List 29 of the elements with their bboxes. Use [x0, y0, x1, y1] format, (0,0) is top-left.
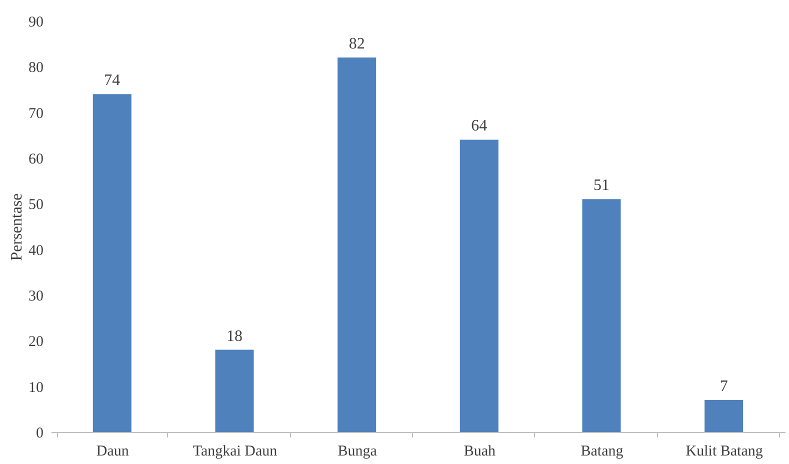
y-tick-label: 0: [36, 426, 44, 442]
y-tick-label: 20: [28, 334, 44, 350]
x-tick-label: Daun: [96, 444, 130, 460]
y-tick-label: 40: [28, 242, 44, 259]
data-label: 7: [720, 378, 728, 396]
data-label: 18: [226, 328, 242, 345]
bar: [704, 400, 744, 432]
x-tick-label: Tangkai Daun: [192, 444, 278, 460]
y-tick-label: 70: [28, 106, 44, 122]
y-tick-label: 30: [28, 288, 44, 304]
data-label: 64: [471, 118, 488, 135]
bar: [215, 350, 254, 432]
bar: [338, 58, 376, 432]
bar: [582, 199, 621, 432]
data-label: 51: [594, 177, 610, 194]
y-tick-label: 10: [28, 380, 44, 396]
data-label: 82: [348, 36, 365, 53]
x-tick-label: Buah: [464, 444, 496, 460]
x-tick-label: Bunga: [338, 444, 378, 460]
x-tick-label: Kulit Batang: [686, 444, 764, 460]
bar: [460, 140, 498, 432]
x-tick-label: Batang: [580, 444, 624, 460]
y-tick-label: 80: [28, 60, 44, 76]
bar: [92, 94, 132, 432]
y-tick-label: 60: [28, 152, 44, 168]
y-axis-title: Persentase: [8, 193, 26, 261]
y-tick-label: 50: [28, 197, 44, 214]
data-label: 74: [104, 72, 120, 90]
y-tick-label: 90: [28, 14, 44, 30]
